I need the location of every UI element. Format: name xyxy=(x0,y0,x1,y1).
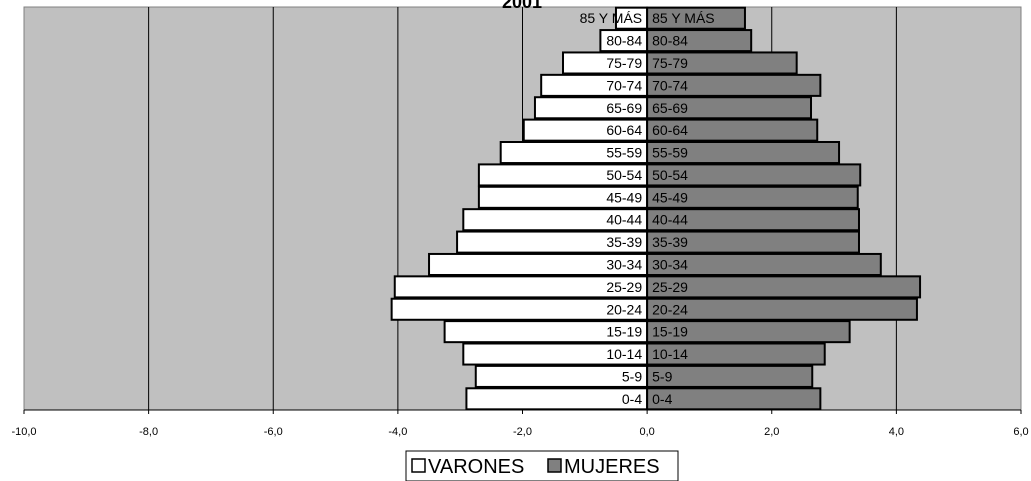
bar-label-varones: 40-44 xyxy=(606,212,642,228)
x-tick-label: 6,0 xyxy=(1013,426,1028,438)
bar-label-mujeres: 5-9 xyxy=(652,368,672,384)
bar-mujeres xyxy=(646,141,841,165)
bar-label-varones: 20-24 xyxy=(606,301,642,317)
legend: VARONES MUJERES xyxy=(405,450,679,481)
x-tick-label: 2,0 xyxy=(764,426,779,438)
bar-label-varones: 25-29 xyxy=(606,279,642,295)
legend-box xyxy=(405,450,679,481)
bar-label-varones: 50-54 xyxy=(606,167,642,183)
bar-label-mujeres: 85 Y MÁS xyxy=(652,10,715,26)
bar-label-varones: 45-49 xyxy=(606,189,642,205)
bar-label-varones: 65-69 xyxy=(606,100,642,116)
bar-label-mujeres: 20-24 xyxy=(652,301,688,317)
bar-mujeres xyxy=(646,208,860,232)
bar-label-varones: 80-84 xyxy=(606,33,642,49)
bar-mujeres xyxy=(646,275,922,299)
legend-swatch-mujeres xyxy=(547,458,562,473)
bar-label-varones: 10-14 xyxy=(606,346,642,362)
x-tick-label: 0,0 xyxy=(639,426,654,438)
bar-label-mujeres: 55-59 xyxy=(652,145,688,161)
bar-mujeres xyxy=(646,320,851,344)
bar-mujeres xyxy=(646,230,860,254)
x-tick-label: -8,0 xyxy=(139,426,158,438)
bars-layer: 0-4 0-4 5-9 5-9 10-14 10-14 15-19 15-19 20-24 20-… xyxy=(390,6,922,411)
x-tick-label: -2,0 xyxy=(513,426,532,438)
x-axis-ticks: -10,0 -8,0 -6,0 -4,0 -2,0 0,0 2,0 4,0 6,0 xyxy=(11,410,1029,438)
bar-mujeres xyxy=(646,387,822,411)
bar-label-mujeres: 45-49 xyxy=(652,189,688,205)
bar-label-varones: 55-59 xyxy=(606,145,642,161)
bar-label-mujeres: 75-79 xyxy=(652,55,688,71)
bar-mujeres xyxy=(646,185,859,209)
bar-label-mujeres: 0-4 xyxy=(652,391,672,407)
x-tick-label: -10,0 xyxy=(11,426,36,438)
legend-label-varones: VARONES xyxy=(428,456,524,478)
bar-label-varones: 0-4 xyxy=(622,391,642,407)
bar-label-varones: 70-74 xyxy=(606,77,642,93)
bar-mujeres xyxy=(646,297,918,321)
bar-label-mujeres: 25-29 xyxy=(652,279,688,295)
bar-label-mujeres: 60-64 xyxy=(652,122,688,138)
bar-label-mujeres: 70-74 xyxy=(652,77,688,93)
bar-label-mujeres: 15-19 xyxy=(652,324,688,340)
bar-label-varones: 15-19 xyxy=(606,324,642,340)
x-tick-label: 4,0 xyxy=(889,426,904,438)
bar-mujeres xyxy=(646,6,746,30)
bar-label-varones: 35-39 xyxy=(606,234,642,250)
bar-label-mujeres: 40-44 xyxy=(652,212,688,228)
legend-label-mujeres: MUJERES xyxy=(564,456,660,478)
bar-label-mujeres: 65-69 xyxy=(652,100,688,116)
bar-label-varones: 5-9 xyxy=(622,368,642,384)
bar-mujeres xyxy=(646,364,814,388)
bar-mujeres xyxy=(646,51,798,75)
bar-label-varones: 30-34 xyxy=(606,256,642,272)
bar-label-mujeres: 80-84 xyxy=(652,33,688,49)
bar-label-varones: 75-79 xyxy=(606,55,642,71)
x-tick-label: -4,0 xyxy=(388,426,407,438)
bar-mujeres xyxy=(646,342,826,366)
bar-mujeres xyxy=(646,73,822,97)
bar-varones xyxy=(465,387,649,411)
bar-label-mujeres: 10-14 xyxy=(652,346,688,362)
bar-label-mujeres: 35-39 xyxy=(652,234,688,250)
bar-mujeres xyxy=(646,252,882,276)
bar-mujeres xyxy=(646,118,819,142)
bar-mujeres xyxy=(646,163,862,187)
bar-label-mujeres: 50-54 xyxy=(652,167,688,183)
bar-mujeres xyxy=(646,29,753,53)
chart-title: 2001 xyxy=(502,0,542,12)
bar-label-mujeres: 30-34 xyxy=(652,256,688,272)
legend-swatch-varones xyxy=(411,458,426,473)
bar-label-varones: 85 Y MÁS xyxy=(580,10,643,26)
bar-mujeres xyxy=(646,96,813,120)
x-tick-label: -6,0 xyxy=(264,426,283,438)
bar-label-varones: 60-64 xyxy=(606,122,642,138)
